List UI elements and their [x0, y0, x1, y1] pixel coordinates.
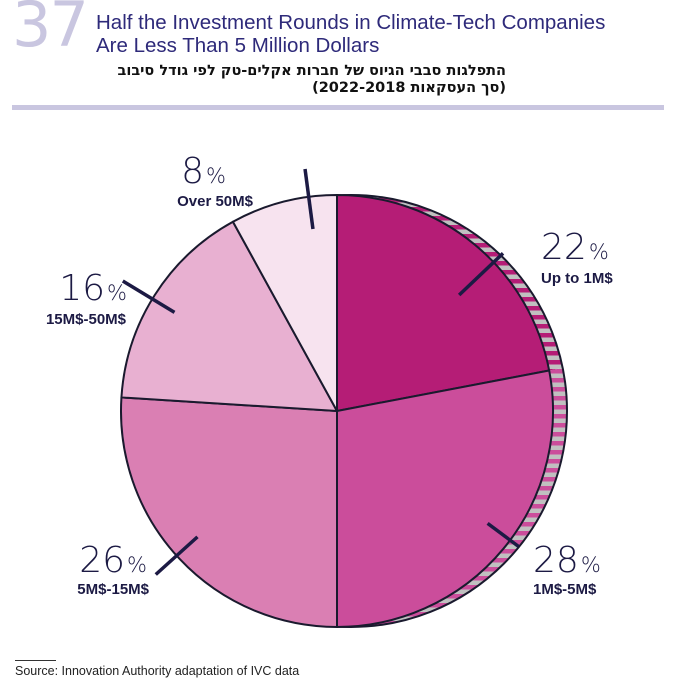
percent-sign: %	[581, 553, 601, 577]
figure-number: 37	[12, 0, 89, 61]
subtitle-line-2: (סך העסקאות 2022-2018)	[312, 80, 506, 96]
slice-layer	[120, 194, 554, 628]
pie-slice-up-to-1m-	[336, 194, 551, 412]
slice-category-label: Over 50M$	[177, 193, 254, 210]
percent-value: 22	[541, 227, 587, 268]
slice-percent-label: 16%	[59, 268, 127, 309]
leader-tick-0	[457, 252, 505, 297]
slice-category-label: 5M$-15M$	[77, 581, 149, 598]
slice-percent-label: 26%	[79, 540, 147, 581]
leader-tick-4	[303, 168, 315, 230]
pie-slice-5m-15m-	[120, 396, 338, 628]
percent-value: 28	[533, 540, 579, 581]
slice-percent-label: 22%	[541, 227, 609, 268]
leader-tick-1	[486, 521, 520, 549]
percent-value: 8	[181, 151, 204, 192]
chart-title-line-1: Half the Investment Rounds in Climate-Te…	[96, 11, 606, 34]
pie-slice-15m-50m-	[120, 220, 338, 412]
percent-sign: %	[107, 281, 127, 305]
source-rule	[15, 660, 56, 661]
slice-category-label: 1M$-5M$	[533, 581, 597, 598]
percent-sign: %	[206, 164, 226, 188]
percent-sign: %	[127, 553, 147, 577]
pie-slice-1m-5m-	[336, 369, 554, 628]
chart-title: Half the Investment Rounds in Climate-Te…	[96, 11, 605, 57]
chart-title-line-2: Are Less Than 5 Million Dollars	[96, 34, 380, 57]
leader-tick-3	[121, 279, 176, 314]
leader-tick-2	[154, 535, 199, 576]
percent-value: 16	[59, 268, 105, 309]
percent-sign: %	[589, 240, 609, 264]
slice-percent-label: 28%	[533, 540, 601, 581]
slice-percent-label: 8%	[181, 151, 226, 192]
slice-category-label: Up to 1M$	[541, 270, 613, 287]
header-divider	[12, 105, 664, 110]
chart-subtitle-hebrew: התפלגות סבבי הגיוס של חברות אקלים-טק לפי…	[96, 63, 507, 97]
slice-category-label: 15M$-50M$	[46, 311, 127, 328]
subtitle-line-1: התפלגות סבבי הגיוס של חברות אקלים-טק לפי…	[117, 63, 507, 79]
source-note: Source: Innovation Authority adaptation …	[15, 664, 300, 678]
pie-slice-over-50m-	[231, 194, 338, 412]
label-layer: 22%Up to 1M$28%1M$-5M$26%5M$-15M$16%15M$…	[46, 151, 613, 598]
percent-value: 26	[79, 540, 125, 581]
